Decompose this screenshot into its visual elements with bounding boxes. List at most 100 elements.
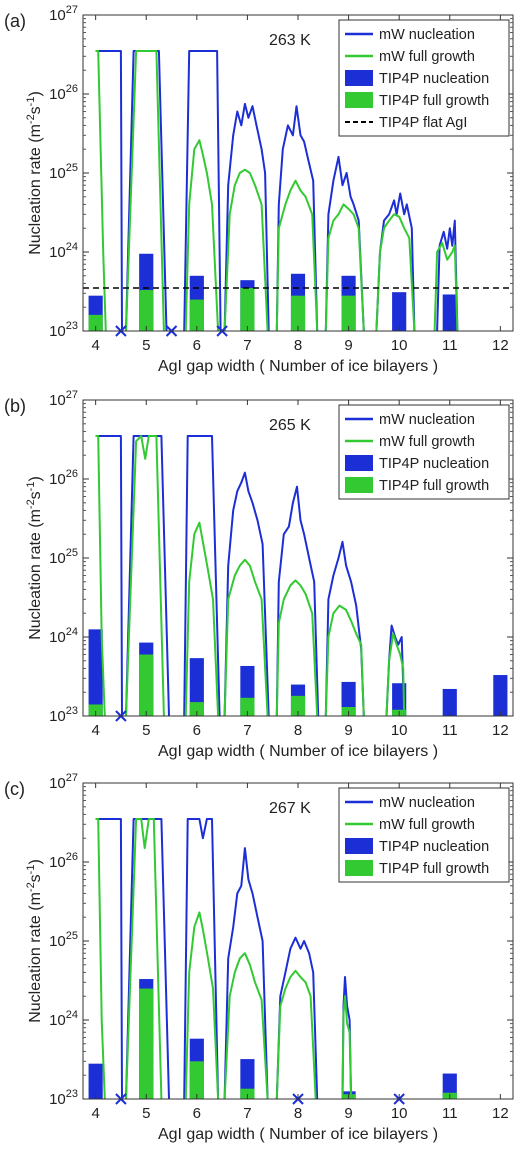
legend: mW nucleation mW full growth TIP4P nucleat…: [338, 404, 510, 500]
x-tick-label: 8: [294, 337, 302, 354]
mw-nucleation-line: [95, 50, 123, 331]
mw-full-growth-line: [125, 435, 165, 716]
legend: mW nucleation mW full growth TIP4P nucleat…: [338, 19, 510, 137]
x-tick-label: 8: [294, 722, 302, 739]
mw-full-growth-line: [275, 579, 319, 716]
legend-label-tip4p-flat-agi: TIP4P flat AgI: [379, 115, 467, 131]
tip4p-full-growth-bar: [189, 702, 204, 716]
mw-nucleation-line: [183, 50, 222, 331]
y-axis-label-superscript: -2: [25, 882, 37, 892]
y-tick-exponent: 26: [66, 851, 78, 863]
x-tick-label: 6: [193, 722, 201, 739]
y-tick-exponent: 26: [66, 83, 78, 95]
mw-full-growth-line: [184, 139, 220, 331]
mw-full-growth-line: [375, 213, 416, 331]
tip4p-nucleation-bar: [442, 294, 457, 331]
x-axis-label: AgI gap width ( Number of ice bilayers ): [158, 1126, 438, 1143]
x-tick-label: 4: [91, 1105, 99, 1122]
mw-full-growth-line: [385, 632, 406, 716]
legend-label-tip4p-nucleation: TIP4P nucleation: [379, 839, 489, 855]
mw-nucleation-line: [324, 540, 365, 716]
x-tick-label: 11: [442, 1105, 458, 1122]
x-tick-label: 4: [91, 337, 99, 354]
mw-nucleation-line: [125, 435, 170, 716]
tip4p-full-growth-bar: [240, 697, 255, 716]
mw-nucleation-line: [183, 435, 221, 716]
y-tick-label: 1023: [49, 1088, 78, 1108]
plot-area: [88, 818, 457, 1099]
legend-label-mw-nucleation: mW nucleation: [379, 795, 475, 811]
y-tick-label: 1024: [49, 1009, 78, 1029]
mw-full-growth-line: [341, 995, 353, 1099]
x-tick-label: 9: [344, 722, 352, 739]
y-axis-label: Nucleation rate (m-2s-1): [25, 859, 44, 1023]
y-tick-exponent: 23: [66, 320, 78, 332]
mw-nucleation-line: [223, 102, 270, 331]
mw-nucleation-line: [125, 818, 170, 1099]
tip4p-full-growth-bar: [189, 299, 204, 331]
y-axis-label-text: s: [27, 491, 44, 499]
mw-full-growth-line: [324, 203, 365, 331]
x-tick-label: 9: [344, 1105, 352, 1122]
x-tick-label: 6: [193, 1105, 201, 1122]
mw-full-growth-line: [95, 818, 106, 1099]
y-tick-label: 1027: [49, 389, 78, 409]
y-tick-exponent: 25: [66, 162, 78, 174]
tip4p-full-growth-bar: [139, 988, 154, 1099]
mw-nucleation-line: [324, 155, 365, 331]
temperature-label: 267 K: [269, 800, 311, 817]
x-tick-label: 5: [142, 1105, 150, 1122]
x-tick-label: 7: [243, 722, 251, 739]
y-tick-base: 10: [49, 933, 66, 950]
y-tick-base: 10: [49, 244, 66, 261]
y-axis-label-text: ): [27, 859, 44, 864]
panel-label: (c): [4, 779, 25, 799]
legend-swatch-tip4p-nucleation: [345, 838, 373, 854]
legend-swatch-tip4p-full-growth: [345, 92, 373, 108]
x-tick-label: 12: [492, 722, 509, 739]
legend: mW nucleation mW full growth TIP4P nucleat…: [338, 787, 510, 883]
tip4p-full-growth-bar: [139, 654, 154, 716]
legend-label-tip4p-full-growth: TIP4P full growth: [379, 478, 489, 494]
mw-full-growth-line: [275, 969, 317, 1099]
mw-nucleation-line: [95, 818, 123, 1099]
x-tick-label: 10: [391, 722, 408, 739]
x-tick-label: 9: [344, 337, 352, 354]
mw-full-growth-line: [125, 50, 165, 331]
mw-full-growth-line: [433, 242, 459, 331]
mw-nucleation-line: [223, 471, 270, 716]
tip4p-full-growth-bar: [290, 695, 306, 716]
y-tick-exponent: 27: [66, 389, 78, 401]
y-axis-label-superscript: -1: [25, 482, 37, 492]
y-tick-base: 10: [49, 775, 66, 792]
mw-full-growth-line: [324, 604, 365, 716]
tip4p-full-growth-bar: [88, 314, 103, 331]
legend-label-mw-full-growth: mW full growth: [379, 49, 475, 65]
mw-nucleation-line: [275, 936, 319, 1099]
x-tick-label: 10: [391, 337, 408, 354]
y-tick-label: 1026: [49, 83, 78, 103]
y-tick-exponent: 24: [66, 241, 78, 253]
x-tick-label: 11: [442, 337, 458, 354]
plot-area: [83, 50, 513, 331]
legend-label-tip4p-nucleation: TIP4P nucleation: [379, 71, 489, 87]
y-tick-base: 10: [49, 708, 66, 725]
y-axis-label-text: Nucleation rate (m: [27, 892, 44, 1023]
y-tick-base: 10: [49, 323, 66, 340]
legend-label-mw-nucleation: mW nucleation: [379, 412, 475, 428]
y-tick-exponent: 27: [66, 4, 78, 16]
mw-nucleation-line: [436, 219, 459, 331]
y-tick-label: 1024: [49, 241, 78, 261]
y-axis-label-text: ): [27, 476, 44, 481]
mw-full-growth-line: [223, 558, 269, 716]
y-tick-base: 10: [49, 392, 66, 409]
legend-swatch-tip4p-nucleation: [345, 70, 373, 86]
tip4p-full-growth-bar: [290, 295, 306, 331]
x-tick-label: 5: [142, 722, 150, 739]
mw-full-growth-line: [223, 952, 269, 1099]
y-tick-label: 1026: [49, 468, 78, 488]
y-tick-base: 10: [49, 86, 66, 103]
y-tick-label: 1025: [49, 930, 78, 950]
